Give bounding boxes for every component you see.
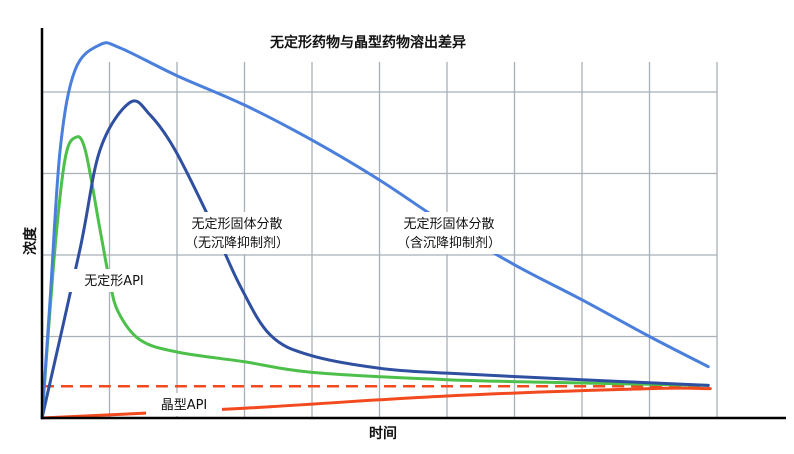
series-label: （无沉降抑制剂） [185, 236, 289, 251]
series-line-2 [40, 135, 710, 420]
series-label-background [390, 212, 508, 254]
series-line-1 [40, 99, 710, 420]
series-label: 无定形固体分散 [403, 217, 494, 232]
series-label: 无定形固体分散 [191, 217, 282, 232]
series-label: （含沉降抑制剂） [397, 235, 501, 251]
series-labels: 无定形固体分散 （含沉降抑制剂） 无定形固体分散 （无沉降抑制剂） 无定形API 晶型AP… [69, 212, 508, 416]
y-axis-label: 浓度 [22, 226, 39, 255]
series-line-4 [40, 386, 712, 420]
series-label-background [69, 269, 159, 292]
series-label: 无定形API [84, 274, 144, 289]
series-line-0 [40, 41, 710, 420]
series-label-background [178, 212, 296, 254]
series-label: 晶型API [161, 398, 208, 413]
grid [42, 62, 718, 418]
x-axis-label: 时间 [369, 425, 397, 442]
series-label-background [146, 393, 222, 416]
chart-title: 无定形药物与晶型药物溶出差异 [269, 34, 466, 51]
series-lines [40, 41, 712, 420]
